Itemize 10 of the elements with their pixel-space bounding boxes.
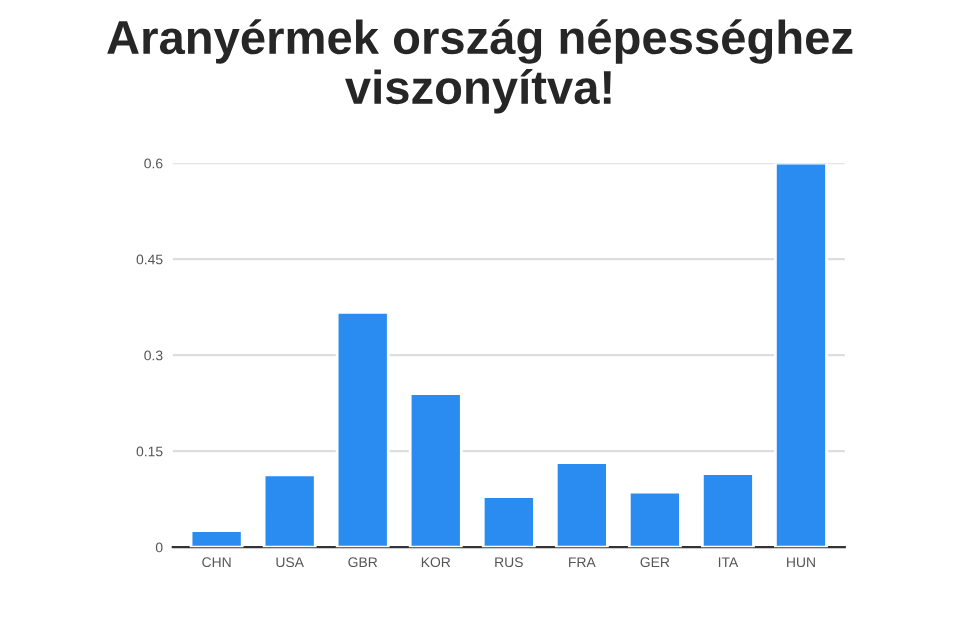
chart-title: Aranyérmek ország népességhez viszonyítva! bbox=[107, 19, 853, 114]
bar bbox=[335, 310, 390, 548]
bar bbox=[189, 529, 244, 548]
bar bbox=[627, 490, 682, 548]
bar bbox=[262, 473, 317, 548]
bar bbox=[774, 163, 828, 548]
bar bbox=[481, 495, 536, 548]
bar bbox=[700, 472, 755, 548]
bar bbox=[408, 392, 463, 548]
bar bbox=[554, 461, 609, 548]
